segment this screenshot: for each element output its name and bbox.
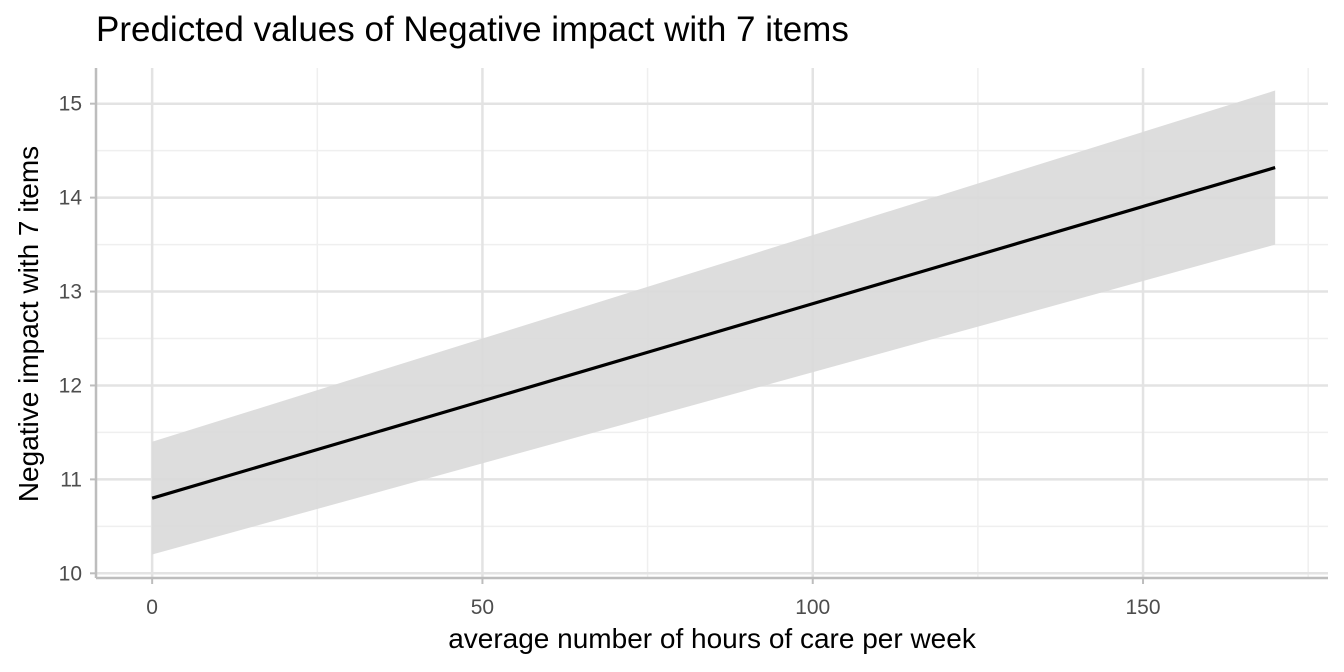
x-tick-label: 100 [795,596,830,619]
chart-title: Predicted values of Negative impact with… [96,10,849,49]
x-tick-label: 0 [146,596,158,619]
series-line-layer [151,166,1276,500]
x-axis-title: average number of hours of care per week [448,623,977,654]
x-tick-label: 150 [1126,596,1161,619]
x-tick-label: 50 [471,596,494,619]
major-gridlines [96,68,1328,578]
y-axis-title: Negative impact with 7 items [13,146,44,502]
confidence-band-layer [152,90,1276,555]
y-tick-label: 10 [59,562,82,585]
axes [90,68,1328,584]
y-tick-label: 15 [59,93,82,116]
tick-labels: 0 50 100 150 10 11 12 13 14 15 [59,93,1161,619]
y-tick-label: 14 [59,187,83,210]
y-tick-label: 13 [59,281,82,304]
y-tick-label: 11 [60,468,82,491]
confidence-band [152,90,1276,555]
y-tick-label: 12 [59,374,82,397]
predicted-line [151,166,1276,500]
